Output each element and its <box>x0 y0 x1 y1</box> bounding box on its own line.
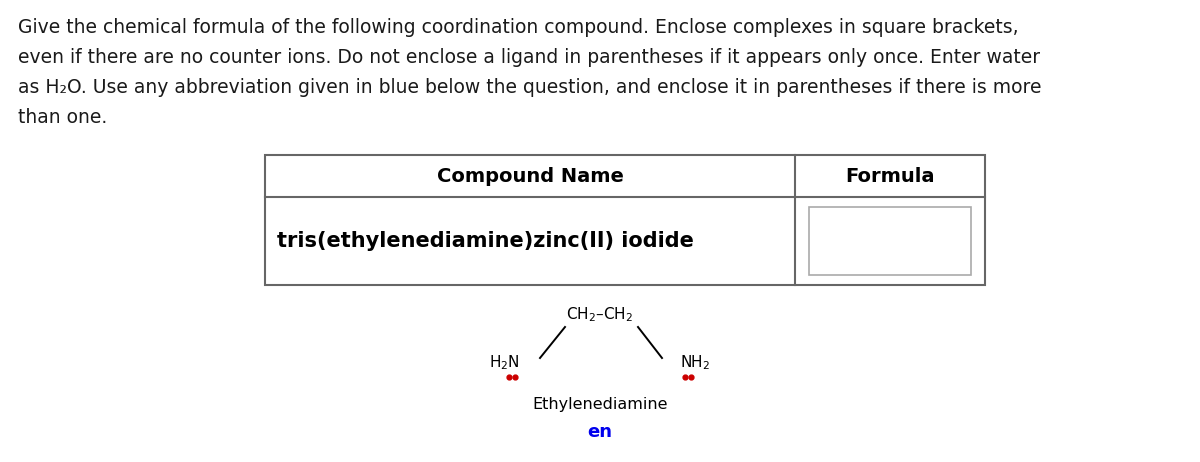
Bar <box>265 155 985 285</box>
Text: Ethylenediamine: Ethylenediamine <box>533 397 667 412</box>
Text: H$_2$N: H$_2$N <box>490 353 520 372</box>
Text: en: en <box>588 423 612 441</box>
Text: Give the chemical formula of the following coordination compound. Enclose comple: Give the chemical formula of the followi… <box>18 18 1019 37</box>
Text: NH$_2$: NH$_2$ <box>680 353 710 372</box>
Text: Formula: Formula <box>845 166 935 186</box>
Text: even if there are no counter ions. Do not enclose a ligand in parentheses if it : even if there are no counter ions. Do no… <box>18 48 1040 67</box>
Bar <box>809 207 971 275</box>
Text: CH$_2$–CH$_2$: CH$_2$–CH$_2$ <box>566 305 634 324</box>
Text: than one.: than one. <box>18 108 107 127</box>
Text: as H₂O. Use any abbreviation given in blue below the question, and enclose it in: as H₂O. Use any abbreviation given in bl… <box>18 78 1042 97</box>
Text: Compound Name: Compound Name <box>437 166 624 186</box>
Text: tris(ethylenediamine)zinc(II) iodide: tris(ethylenediamine)zinc(II) iodide <box>277 231 694 251</box>
